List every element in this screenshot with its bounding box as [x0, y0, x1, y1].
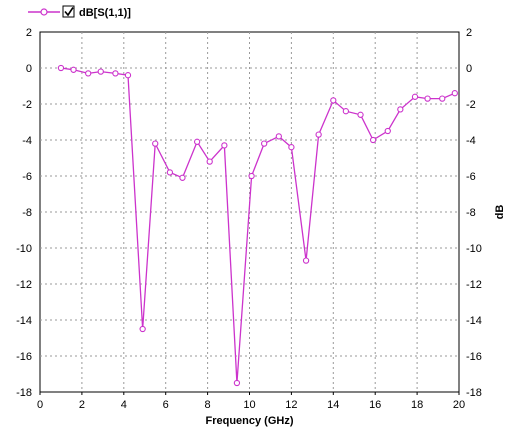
data-point[interactable] — [112, 70, 119, 77]
data-point[interactable] — [152, 140, 159, 147]
x-tick-label: 4 — [121, 399, 127, 411]
y-tick-label-left: 0 — [26, 63, 32, 75]
x-tick-label: 0 — [37, 399, 43, 411]
y-tick-label-right: 2 — [466, 27, 472, 39]
data-point[interactable] — [221, 142, 228, 149]
data-point[interactable] — [206, 158, 213, 165]
x-tick-label: 10 — [243, 399, 255, 411]
x-axis-title: Frequency (GHz) — [205, 415, 293, 427]
y-axis-title-right: dB — [494, 205, 506, 220]
data-point[interactable] — [97, 68, 104, 75]
y-tick-label-left: -12 — [16, 279, 32, 291]
y-tick-label-left: -2 — [22, 99, 32, 111]
y-tick-label-right: -16 — [466, 351, 482, 363]
x-tick-label: 16 — [369, 399, 381, 411]
data-point[interactable] — [85, 70, 92, 77]
y-tick-label-right: -6 — [466, 171, 476, 183]
x-tick-label: 12 — [285, 399, 297, 411]
y-tick-label-left: 2 — [26, 27, 32, 39]
data-point[interactable] — [70, 66, 77, 73]
data-point[interactable] — [315, 131, 322, 138]
y-tick-label-right: -12 — [466, 279, 482, 291]
data-point[interactable] — [451, 90, 458, 97]
y-tick-label-left: -14 — [16, 315, 32, 327]
data-point[interactable] — [193, 138, 201, 145]
data-point[interactable] — [261, 140, 268, 147]
series-s11 — [57, 64, 458, 387]
y-tick-label-left: -8 — [22, 207, 32, 219]
data-point[interactable] — [57, 64, 65, 72]
x-tick-label: 20 — [453, 399, 465, 411]
data-point[interactable] — [248, 172, 255, 180]
legend[interactable]: dB[S(1,1)] — [28, 5, 131, 19]
y-tick-label-right: -2 — [466, 99, 476, 111]
y-tick-label-right: -14 — [466, 315, 482, 327]
data-point[interactable] — [275, 133, 282, 140]
y-tick-label-right: 0 — [466, 63, 472, 75]
data-point[interactable] — [330, 97, 337, 104]
y-tick-label-right: -10 — [466, 243, 482, 255]
data-point[interactable] — [233, 379, 241, 387]
x-tick-label: 14 — [327, 399, 339, 411]
y-tick-label-left: -16 — [16, 351, 32, 363]
y-tick-label-right: -8 — [466, 207, 476, 219]
data-point[interactable] — [424, 95, 431, 102]
data-point[interactable] — [139, 325, 146, 333]
data-point[interactable] — [124, 72, 132, 79]
legend-marker-swatch — [40, 8, 48, 16]
legend-series-name: dB[S(1,1)] — [79, 7, 131, 19]
x-tick-label: 2 — [79, 399, 85, 411]
data-point[interactable] — [357, 111, 364, 118]
data-point[interactable] — [384, 127, 391, 135]
data-point[interactable] — [179, 174, 186, 181]
x-tick-label: 8 — [205, 399, 211, 411]
data-point[interactable] — [342, 108, 350, 115]
tick-labels: 0 2 4 6 8 10 12 14 16 18 202 20 0-2 -2-4 -4-6 -6-8 -8-10… — [16, 27, 482, 411]
data-point[interactable] — [439, 95, 446, 102]
x-tick-label: 18 — [411, 399, 423, 411]
checkmark-icon — [64, 7, 74, 17]
x-tick-label: 6 — [163, 399, 169, 411]
y-tick-label-right: -18 — [466, 387, 482, 399]
y-tick-label-left: -6 — [22, 171, 32, 183]
data-point[interactable] — [411, 93, 419, 100]
y-tick-label-left: -18 — [16, 387, 32, 399]
data-point[interactable] — [288, 144, 295, 151]
data-point[interactable] — [397, 106, 404, 113]
y-tick-label-right: -4 — [466, 135, 476, 147]
y-tick-label-left: -10 — [16, 243, 32, 255]
data-point[interactable] — [369, 136, 377, 144]
data-point[interactable] — [302, 257, 310, 264]
legend-checkbox[interactable] — [62, 5, 75, 18]
data-point[interactable] — [166, 169, 174, 176]
y-tick-label-left: -4 — [22, 135, 32, 147]
